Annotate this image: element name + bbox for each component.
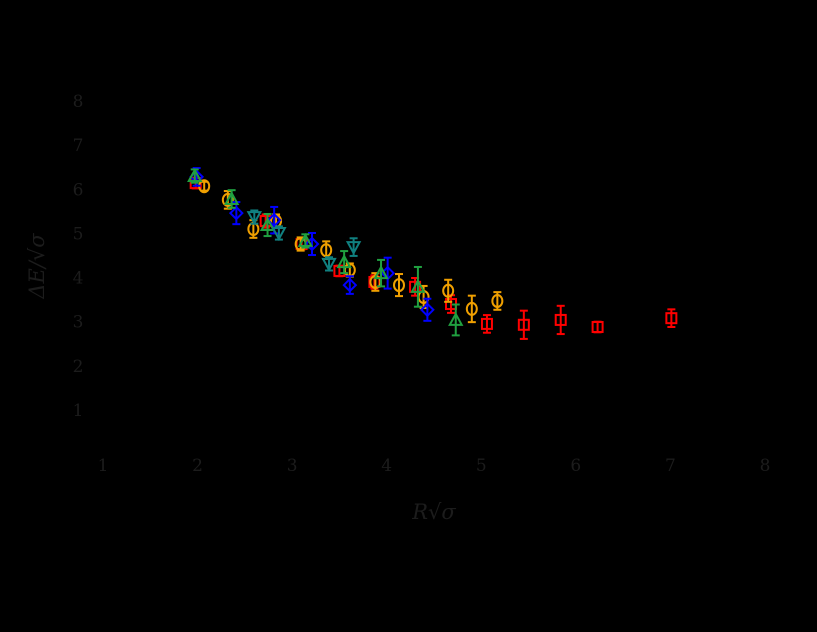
series-green-triangles-up <box>187 167 464 337</box>
y-tick-label: 1 <box>73 401 84 421</box>
triangle-down-marker-icon <box>345 241 362 256</box>
x-tick-label: 8 <box>760 456 771 476</box>
data-point <box>419 297 435 322</box>
y-tick-label: 4 <box>73 269 84 289</box>
circle-marker-icon <box>393 278 406 293</box>
x-tick-label: 4 <box>381 456 392 476</box>
triangle-up-marker-icon <box>410 278 426 293</box>
triangle-down-marker-icon <box>321 257 337 272</box>
y-tick-label: 6 <box>73 180 84 200</box>
data-point <box>297 232 314 249</box>
data-point <box>223 189 240 209</box>
y-tick-label: 8 <box>73 92 84 112</box>
diamond-marker-icon <box>342 277 358 293</box>
circle-marker-icon <box>491 293 504 308</box>
diamond-marker-icon <box>304 236 320 252</box>
triangle-up-marker-icon <box>259 216 276 232</box>
square-marker-icon <box>517 318 530 331</box>
triangle-down-marker-icon <box>246 211 262 226</box>
square-marker-icon <box>554 313 567 326</box>
circle-marker-icon <box>221 192 234 207</box>
y-axis-label: ΔE/√σ <box>25 233 49 300</box>
circle-marker-icon <box>465 301 478 316</box>
data-point <box>442 278 455 303</box>
data-point <box>345 237 362 257</box>
data-point <box>336 250 352 275</box>
data-series <box>187 167 678 340</box>
x-tick-label: 3 <box>287 456 298 476</box>
data-point <box>271 225 287 242</box>
diamond-marker-icon <box>419 302 435 318</box>
data-point <box>246 209 262 226</box>
data-point <box>491 291 504 311</box>
series-teal-triangles-down <box>246 209 362 272</box>
x-tick-label: 6 <box>570 456 581 476</box>
data-point <box>187 167 203 184</box>
data-point <box>480 314 493 334</box>
data-point <box>410 265 426 308</box>
triangle-up-marker-icon <box>223 190 240 205</box>
data-point <box>665 308 678 328</box>
triangle-up-marker-icon <box>297 232 314 247</box>
circle-marker-icon <box>320 243 333 258</box>
x-tick-label: 7 <box>665 456 676 476</box>
data-point <box>591 320 604 334</box>
data-point <box>448 303 464 337</box>
data-point <box>465 294 478 324</box>
y-tick-label: 2 <box>73 357 84 377</box>
data-point <box>554 304 567 336</box>
x-tick-label: 2 <box>192 456 203 476</box>
triangle-up-marker-icon <box>336 254 352 269</box>
data-point <box>342 275 358 295</box>
x-tick-label: 5 <box>476 456 487 476</box>
y-axis-ticks: 1 2 3 4 5 6 7 8 <box>73 92 84 421</box>
triangle-down-marker-icon <box>271 226 287 242</box>
data-point <box>373 258 389 288</box>
square-marker-icon <box>591 320 604 333</box>
x-tick-label: 1 <box>98 456 109 476</box>
y-tick-label: 3 <box>73 313 84 333</box>
data-point <box>321 256 337 272</box>
diamond-marker-icon <box>266 212 282 228</box>
x-axis-label: R√σ <box>411 500 456 524</box>
circle-marker-icon <box>442 283 455 298</box>
triangle-up-marker-icon <box>373 265 389 280</box>
x-axis-ticks: 1 2 3 4 5 6 7 8 <box>98 456 771 476</box>
square-marker-icon <box>665 312 678 325</box>
data-point <box>517 309 530 340</box>
square-marker-icon <box>480 317 493 330</box>
y-tick-label: 5 <box>73 224 84 244</box>
data-point <box>259 212 276 238</box>
y-tick-label: 7 <box>73 136 84 156</box>
triangle-up-marker-icon <box>187 167 203 183</box>
triangle-up-marker-icon <box>448 311 464 326</box>
data-point <box>393 273 406 298</box>
data-point <box>304 231 320 257</box>
diamond-marker-icon <box>228 205 244 221</box>
